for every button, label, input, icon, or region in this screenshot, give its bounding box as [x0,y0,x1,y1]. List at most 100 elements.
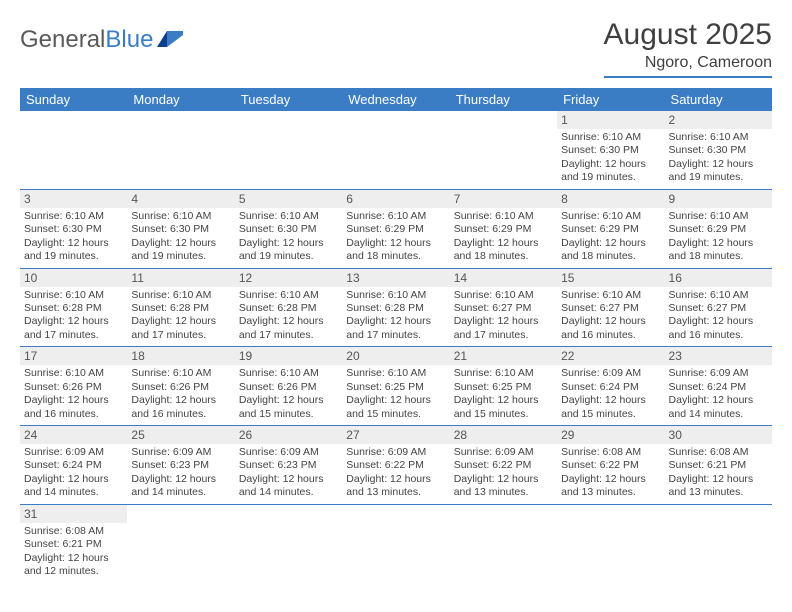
day-number: 21 [450,347,557,365]
day-info: Sunrise: 6:10 AMSunset: 6:29 PMDaylight:… [561,210,660,264]
calendar-cell [235,111,342,189]
day-number: 27 [342,426,449,444]
calendar-cell: 15 Sunrise: 6:10 AMSunset: 6:27 PMDayligh… [557,268,664,347]
day-number: 14 [450,269,557,287]
calendar-cell: 10 Sunrise: 6:10 AMSunset: 6:28 PMDayligh… [20,268,127,347]
day-info: Sunrise: 6:10 AMSunset: 6:26 PMDaylight:… [131,367,230,421]
calendar-cell: 5Sunrise: 6:10 AMSunset: 6:30 PMDaylight… [235,189,342,268]
day-info: Sunrise: 6:09 AMSunset: 6:23 PMDaylight:… [131,446,230,500]
weekday-header: Tuesday [235,88,342,111]
day-info: Sunrise: 6:09 AMSunset: 6:22 PMDaylight:… [454,446,553,500]
day-info: Sunrise: 6:10 AMSunset: 6:27 PMDaylight:… [561,289,660,343]
day-info: Sunrise: 6:09 AMSunset: 6:24 PMDaylight:… [561,367,660,421]
logo: GeneralBlue [20,18,183,54]
day-number: 2 [665,111,772,129]
day-info: Sunrise: 6:10 AMSunset: 6:29 PMDaylight:… [454,210,553,264]
day-number: 31 [20,505,127,523]
calendar-cell: 28Sunrise: 6:09 AMSunset: 6:22 PMDayligh… [450,426,557,505]
calendar-cell: 12Sunrise: 6:10 AMSunset: 6:28 PMDayligh… [235,268,342,347]
day-number: 26 [235,426,342,444]
calendar-cell [557,504,664,582]
calendar-cell: 26 Sunrise: 6:09 AMSunset: 6:23 PMDayligh… [235,426,342,505]
location: Ngoro, Cameroon [604,54,772,72]
calendar-cell [665,504,772,582]
day-info: Sunrise: 6:09 AMSunset: 6:24 PMDaylight:… [24,446,123,500]
calendar-table: SundayMondayTuesdayWednesdayThursdayFrid… [20,88,772,583]
day-number: 24 [20,426,127,444]
day-info: Sunrise: 6:09 AMSunset: 6:24 PMDaylight:… [669,367,768,421]
title-block: August 2025 Ngoro, Cameroon [604,18,772,78]
calendar-cell: 16 Sunrise: 6:10 AMSunset: 6:27 PMDayligh… [665,268,772,347]
day-info: Sunrise: 6:10 AMSunset: 6:26 PMDaylight:… [239,367,338,421]
day-info: Sunrise: 6:10 AMSunset: 6:25 PMDaylight:… [454,367,553,421]
day-info: Sunrise: 6:10 AMSunset: 6:28 PMDaylight:… [131,289,230,343]
calendar-cell: 23 Sunrise: 6:09 AMSunset: 6:24 PMDayligh… [665,347,772,426]
day-info: Sunrise: 6:10 AMSunset: 6:28 PMDaylight:… [24,289,123,343]
calendar-cell: 6 Sunrise: 6:10 AMSunset: 6:29 PMDaylight… [342,189,449,268]
calendar-head: SundayMondayTuesdayWednesdayThursdayFrid… [20,88,772,111]
weekday-header: Wednesday [342,88,449,111]
day-number: 15 [557,269,664,287]
day-info: Sunrise: 6:08 AMSunset: 6:22 PMDaylight:… [561,446,660,500]
day-number: 13 [342,269,449,287]
calendar-cell [127,504,234,582]
calendar-cell [235,504,342,582]
day-info: Sunrise: 6:10 AMSunset: 6:29 PMDaylight:… [346,210,445,264]
calendar-cell: 8Sunrise: 6:10 AMSunset: 6:29 PMDaylight… [557,189,664,268]
day-number: 4 [127,190,234,208]
calendar-cell [342,111,449,189]
day-info: Sunrise: 6:10 AMSunset: 6:30 PMDaylight:… [131,210,230,264]
calendar-cell: 14 Sunrise: 6:10 AMSunset: 6:27 PMDayligh… [450,268,557,347]
calendar-cell: 9 Sunrise: 6:10 AMSunset: 6:29 PMDaylight… [665,189,772,268]
calendar-cell: 17Sunrise: 6:10 AMSunset: 6:26 PMDayligh… [20,347,127,426]
weekday-header: Thursday [450,88,557,111]
weekday-header: Saturday [665,88,772,111]
title-rule [604,76,772,78]
day-number: 9 [665,190,772,208]
calendar-cell: 21 Sunrise: 6:10 AMSunset: 6:25 PMDayligh… [450,347,557,426]
header: GeneralBlue August 2025 Ngoro, Cameroon [20,18,772,78]
day-info: Sunrise: 6:08 AMSunset: 6:21 PMDaylight:… [669,446,768,500]
calendar-cell: 2 Sunrise: 6:10 AMSunset: 6:30 PMDaylight… [665,111,772,189]
day-info: Sunrise: 6:10 AMSunset: 6:30 PMDaylight:… [669,131,768,185]
logo-text-1: General [20,26,105,54]
calendar-cell [450,111,557,189]
calendar-cell: 11Sunrise: 6:10 AMSunset: 6:28 PMDayligh… [127,268,234,347]
calendar-body: 1Sunrise: 6:10 AMSunset: 6:30 PMDaylight… [20,111,772,583]
day-number: 20 [342,347,449,365]
day-number: 19 [235,347,342,365]
day-info: Sunrise: 6:09 AMSunset: 6:23 PMDaylight:… [239,446,338,500]
calendar-cell: 13 Sunrise: 6:10 AMSunset: 6:28 PMDayligh… [342,268,449,347]
calendar-cell: 20 Sunrise: 6:10 AMSunset: 6:25 PMDayligh… [342,347,449,426]
day-info: Sunrise: 6:10 AMSunset: 6:29 PMDaylight:… [669,210,768,264]
day-number: 10 [20,269,127,287]
day-number: 16 [665,269,772,287]
logo-text-2: Blue [105,26,153,54]
day-info: Sunrise: 6:10 AMSunset: 6:30 PMDaylight:… [24,210,123,264]
calendar-cell: 19 Sunrise: 6:10 AMSunset: 6:26 PMDayligh… [235,347,342,426]
calendar-cell [450,504,557,582]
calendar-cell: 31Sunrise: 6:08 AMSunset: 6:21 PMDayligh… [20,504,127,582]
flag-icon [157,26,183,54]
day-number: 18 [127,347,234,365]
day-info: Sunrise: 6:10 AMSunset: 6:28 PMDaylight:… [346,289,445,343]
day-info: Sunrise: 6:10 AMSunset: 6:28 PMDaylight:… [239,289,338,343]
calendar-cell: 29 Sunrise: 6:08 AMSunset: 6:22 PMDayligh… [557,426,664,505]
day-number: 22 [557,347,664,365]
calendar-cell: 27Sunrise: 6:09 AMSunset: 6:22 PMDayligh… [342,426,449,505]
day-info: Sunrise: 6:10 AMSunset: 6:25 PMDaylight:… [346,367,445,421]
day-info: Sunrise: 6:10 AMSunset: 6:27 PMDaylight:… [454,289,553,343]
day-number: 3 [20,190,127,208]
day-number: 25 [127,426,234,444]
day-number: 29 [557,426,664,444]
day-info: Sunrise: 6:10 AMSunset: 6:27 PMDaylight:… [669,289,768,343]
calendar-cell: 4 Sunrise: 6:10 AMSunset: 6:30 PMDaylight… [127,189,234,268]
day-number: 17 [20,347,127,365]
day-number: 6 [342,190,449,208]
calendar-cell: 1Sunrise: 6:10 AMSunset: 6:30 PMDaylight… [557,111,664,189]
day-number: 23 [665,347,772,365]
day-number: 7 [450,190,557,208]
calendar-cell: 30Sunrise: 6:08 AMSunset: 6:21 PMDayligh… [665,426,772,505]
page-title: August 2025 [604,18,772,52]
calendar-cell: 24 Sunrise: 6:09 AMSunset: 6:24 PMDayligh… [20,426,127,505]
